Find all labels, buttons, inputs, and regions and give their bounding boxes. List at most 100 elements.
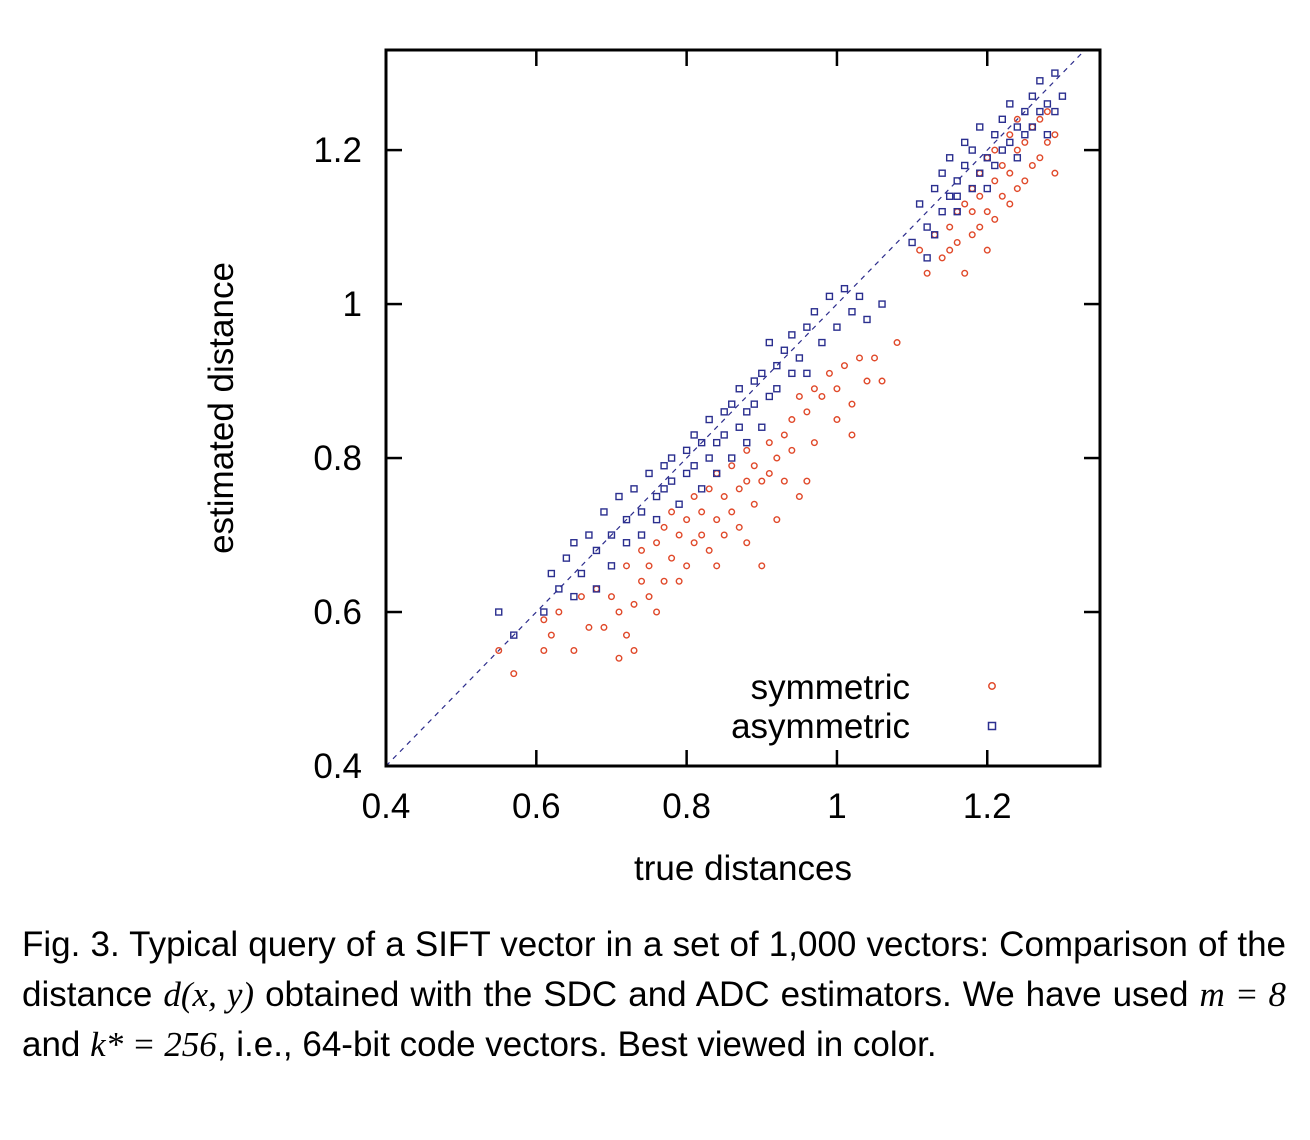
point-symmetric [773,516,781,524]
point-asymmetric [682,446,691,455]
point-asymmetric [1043,100,1052,108]
point-asymmetric [667,477,676,485]
point-asymmetric [991,130,999,139]
point-asymmetric [682,469,691,478]
point-symmetric [743,539,751,547]
point-symmetric [780,477,788,485]
point-symmetric [570,647,578,655]
point-asymmetric [750,377,758,385]
point-asymmetric [938,207,946,216]
point-asymmetric [1021,130,1029,139]
point-symmetric [683,516,691,524]
point-symmetric [638,546,646,554]
x-tick-label: 0.6 [512,787,561,826]
point-asymmetric [1051,69,1059,77]
point-asymmetric [758,369,766,378]
point-symmetric [863,377,871,385]
point-symmetric [540,647,548,655]
point-symmetric [848,400,856,408]
point-symmetric [698,531,706,539]
point-symmetric [983,246,991,254]
point-symmetric [1028,161,1036,169]
point-symmetric [743,477,751,485]
point-symmetric [953,208,961,216]
point-symmetric [795,493,803,501]
point-symmetric [1013,185,1021,193]
point-asymmetric [585,531,593,539]
point-symmetric [623,562,631,570]
point-symmetric [600,623,608,631]
point-asymmetric [953,207,961,216]
point-symmetric [893,339,901,347]
point-symmetric [540,616,548,624]
point-asymmetric [1013,123,1022,131]
point-symmetric [750,500,758,508]
point-asymmetric [510,631,518,639]
point-symmetric [713,469,721,477]
point-symmetric [788,416,796,424]
point-symmetric [645,593,653,601]
point-symmetric [1006,131,1014,139]
point-symmetric [638,577,646,585]
point-symmetric [705,485,713,493]
point-symmetric [705,546,713,554]
point-symmetric [690,493,698,501]
y-tick-label: 1 [343,285,362,324]
point-asymmetric [848,308,856,316]
point-symmetric [698,508,706,516]
point-symmetric [1028,123,1036,131]
point-asymmetric [622,539,631,547]
point-symmetric [653,539,661,547]
point-symmetric [803,477,811,485]
point-symmetric [998,161,1006,169]
point-symmetric [931,231,939,239]
point-symmetric [1036,115,1044,123]
point-asymmetric [547,569,556,578]
point-symmetric [585,623,593,631]
point-symmetric [818,392,826,400]
point-asymmetric [773,361,781,370]
point-asymmetric [968,184,976,193]
point-symmetric [833,416,841,424]
point-asymmetric [863,315,871,324]
point-asymmetric [1058,92,1067,100]
point-asymmetric [652,515,661,524]
point-symmetric [660,577,668,585]
point-symmetric [983,208,991,216]
point-symmetric [1006,169,1014,177]
point-symmetric [653,608,661,616]
point-asymmetric [577,569,586,578]
point-symmetric [976,192,984,200]
point-symmetric [1051,169,1059,177]
point-symmetric [630,647,638,655]
x-tick-label: 1 [827,787,846,826]
point-symmetric [810,439,818,447]
point-symmetric [1013,115,1021,123]
point-asymmetric [637,531,646,539]
point-symmetric [577,593,585,601]
point-symmetric [607,593,615,601]
point-asymmetric [675,500,683,508]
point-symmetric [592,585,600,593]
point-symmetric [833,385,841,393]
point-symmetric [848,431,856,439]
point-asymmetric [976,123,984,131]
point-asymmetric [930,184,939,193]
point-asymmetric [915,200,924,208]
point-symmetric [615,608,623,616]
point-symmetric [961,269,969,277]
points-layer [495,69,1067,678]
point-asymmetric [720,431,728,439]
point-asymmetric [803,369,811,378]
legend: symmetric asymmetric [731,668,997,746]
ticks-layer [384,50,1100,768]
point-asymmetric [705,454,713,462]
point-symmetric [750,462,758,470]
point-symmetric [1021,138,1029,146]
point-symmetric [961,200,969,208]
legend-label-asymmetric: asymmetric [731,707,910,746]
point-symmetric [668,508,676,516]
point-asymmetric [607,562,616,570]
point-symmetric [840,362,848,370]
point-symmetric [623,631,631,639]
